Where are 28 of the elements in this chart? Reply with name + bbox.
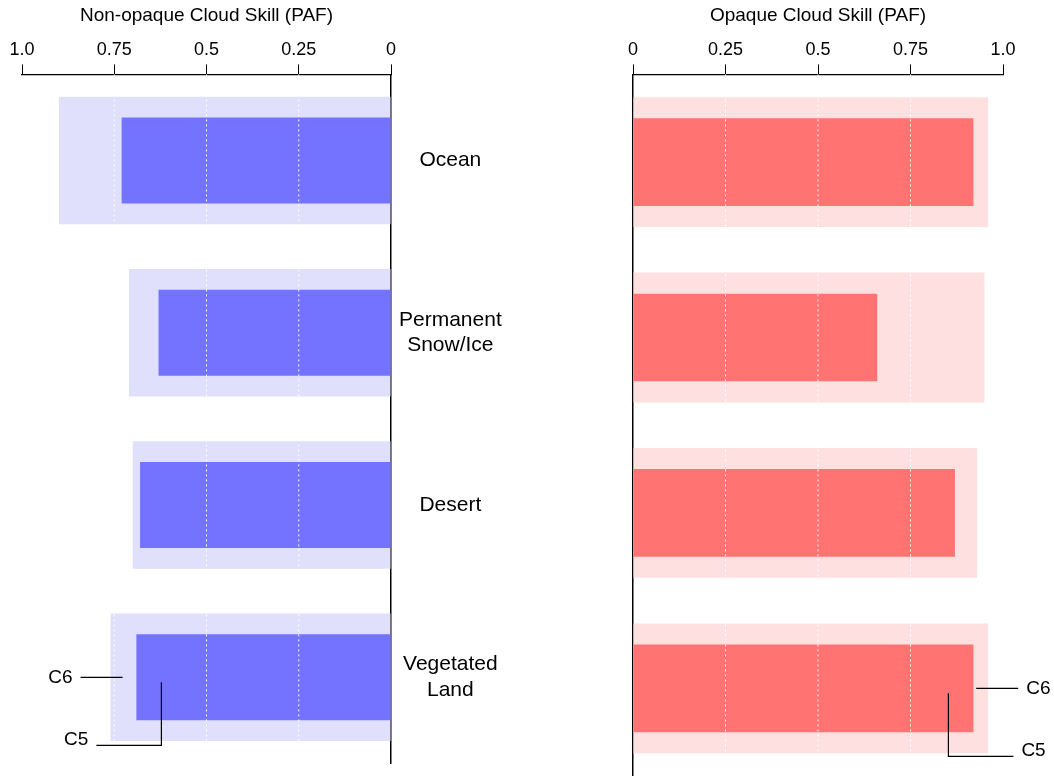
series-label: C6 (1026, 676, 1051, 698)
x-tick-label: 1.0 (9, 38, 35, 59)
x-axis-title: Opaque Cloud Skill (PAF) (709, 3, 927, 25)
x-tick-label: 0.75 (892, 38, 929, 59)
text: C5 (1021, 738, 1046, 760)
x-tick-label: 0.5 (805, 38, 831, 59)
bar (158, 289, 391, 376)
y-tick-label: Desert (419, 491, 482, 515)
x-tick-label: 0.75 (96, 38, 132, 59)
x-tick-label: 0.25 (281, 38, 317, 59)
bar (136, 634, 391, 721)
bar (121, 117, 391, 204)
x-tick-label: 0.5 (193, 38, 220, 59)
y-tick-label: Ocean (419, 147, 482, 171)
bar (633, 469, 955, 557)
bar (633, 118, 974, 206)
bar (633, 293, 878, 382)
x-axis-title: Non-opaque Cloud Skill (PAF) (79, 3, 334, 25)
x-tick-label: 0 (385, 38, 397, 59)
bar (633, 644, 974, 733)
x-tick-label: 1.0 (990, 38, 1016, 59)
bar (140, 461, 391, 549)
x-tick-label: 0.25 (707, 38, 744, 59)
x-tick-label: 0 (627, 38, 639, 59)
series-label: C6 (48, 665, 73, 687)
text: C5 (64, 727, 89, 749)
y-tick-label: Vegetated Land (403, 651, 498, 700)
y-tick-label: Permanent Snow/Ice (398, 306, 502, 356)
